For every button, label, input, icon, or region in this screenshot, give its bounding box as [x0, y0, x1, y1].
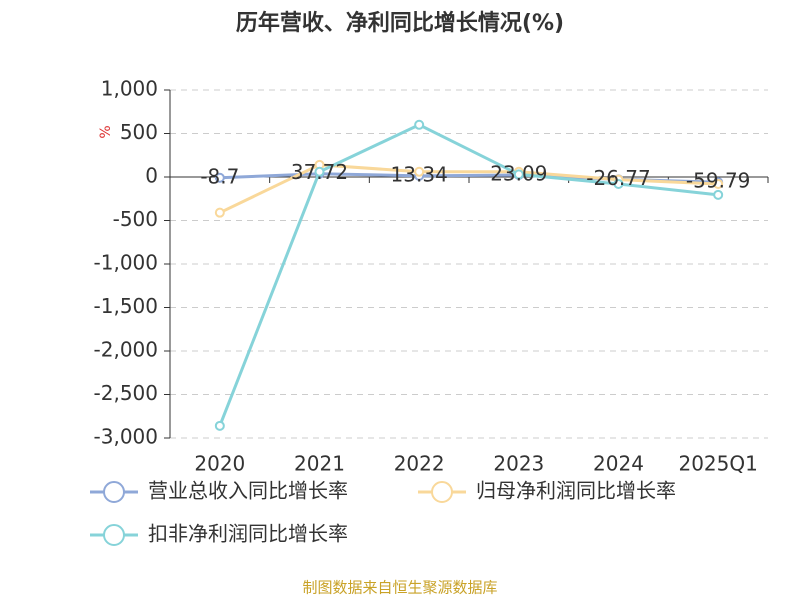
data-label: 23.09 — [490, 161, 547, 185]
x-tick-label: 2025Q1 — [678, 452, 757, 476]
data-point — [214, 420, 225, 431]
y-tick-label: -2,000 — [94, 338, 158, 362]
x-tick-label: 2022 — [394, 452, 445, 476]
data-point — [613, 178, 624, 189]
data-point — [214, 207, 225, 218]
y-tick-label: -1,500 — [94, 294, 158, 318]
x-tick-label: 2020 — [194, 452, 245, 476]
y-tick-label: 500 — [120, 120, 158, 144]
data-point — [414, 119, 425, 130]
data-point — [513, 169, 524, 180]
source-note: 制图数据来自恒生聚源数据库 — [302, 579, 497, 597]
chart-title: 历年营收、净利同比增长情况(%) — [236, 10, 564, 36]
legend-label: 扣非净利润同比增长率 — [148, 522, 348, 546]
legend-label: 归母净利润同比增长率 — [476, 479, 676, 503]
data-label: -59.79 — [686, 169, 750, 193]
data-label: -8.7 — [200, 164, 239, 188]
x-tick-label: 2023 — [493, 452, 544, 476]
x-tick-label: 2021 — [294, 452, 345, 476]
legend-marker — [103, 481, 125, 503]
data-point — [214, 172, 225, 183]
y-tick-label: -2,500 — [94, 381, 158, 405]
series-line — [218, 123, 719, 427]
y-tick-label: 0 — [145, 164, 158, 188]
legend-marker — [103, 524, 125, 546]
legend-marker — [431, 481, 453, 503]
data-point — [414, 166, 425, 177]
series-line — [219, 163, 719, 215]
y-tick-label: -3,000 — [94, 425, 158, 449]
data-label: -26.77 — [586, 166, 650, 190]
legend-label: 营业总收入同比增长率 — [148, 479, 348, 503]
data-point — [713, 178, 724, 189]
data-label: 13.34 — [391, 162, 448, 186]
data-label: 37.72 — [291, 160, 348, 184]
y-axis-label: % — [98, 125, 114, 138]
y-tick-label: -500 — [113, 207, 158, 231]
data-point — [314, 166, 325, 177]
data-point — [713, 189, 724, 200]
y-tick-label: 1,000 — [101, 77, 158, 101]
y-tick-label: -1,000 — [94, 251, 158, 275]
x-tick-label: 2024 — [593, 452, 644, 476]
